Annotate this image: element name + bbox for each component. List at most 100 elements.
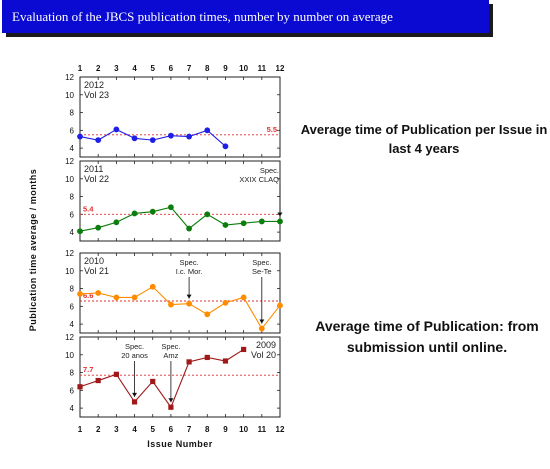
panel-volume-label: Vol 20 — [251, 350, 276, 360]
title-banner: Evaluation of the JBCS publication times… — [2, 0, 489, 33]
x-tick-label-bottom: 11 — [258, 425, 267, 434]
data-point — [95, 377, 101, 384]
data-point — [95, 224, 102, 231]
data-point — [204, 211, 211, 218]
x-tick-label-bottom: 10 — [239, 425, 248, 434]
data-point — [149, 137, 156, 144]
x-tick-label-bottom: 8 — [205, 425, 210, 434]
annotation-label: Se-Te — [252, 267, 272, 276]
page-title: Evaluation of the JBCS publication times… — [12, 9, 393, 24]
y-tick-label: 6 — [70, 386, 75, 395]
x-tick-label-bottom: 5 — [151, 425, 156, 434]
y-tick-label: 4 — [70, 228, 75, 237]
panel-volume-label: Vol 21 — [84, 266, 109, 276]
series-line — [79, 206, 280, 232]
average-label: 5.5 — [267, 125, 277, 134]
data-point — [222, 358, 229, 364]
annotation-label: Spec. — [252, 258, 271, 267]
data-point — [95, 137, 102, 144]
data-point — [186, 225, 192, 232]
x-tick-label-bottom: 2 — [96, 425, 101, 434]
annotation-label: 20 anos — [121, 351, 148, 360]
y-tick-label: 10 — [65, 91, 74, 100]
annotation-label: Spec. — [125, 342, 144, 351]
panel-volume-label: Vol 23 — [84, 90, 109, 100]
data-point — [113, 294, 120, 301]
x-tick-label-top: 5 — [151, 64, 156, 73]
y-tick-label: 12 — [65, 157, 74, 166]
data-point — [168, 204, 174, 211]
data-point — [131, 294, 138, 301]
data-point — [240, 294, 247, 301]
y-tick-label: 10 — [65, 351, 74, 360]
x-tick-label-top: 3 — [114, 64, 119, 73]
data-point — [77, 228, 83, 235]
x-tick-label-bottom: 1 — [78, 425, 83, 434]
x-tick-label-bottom: 4 — [132, 425, 137, 434]
x-tick-label-top: 12 — [276, 64, 285, 73]
data-point — [186, 359, 192, 365]
x-tick-label-top: 9 — [223, 64, 228, 73]
x-tick-label-top: 8 — [205, 64, 210, 73]
panel-year-label: 2010 — [84, 256, 104, 266]
x-tick-label-top: 6 — [169, 64, 174, 73]
data-point — [149, 283, 156, 290]
x-tick-label-top: 11 — [258, 64, 267, 73]
data-point — [168, 132, 174, 139]
series-line — [79, 286, 281, 330]
y-tick-label: 8 — [70, 285, 75, 294]
y-tick-label: 4 — [70, 144, 75, 153]
data-point — [186, 133, 192, 140]
y-tick-label: 8 — [70, 193, 75, 202]
average-label: 5.4 — [83, 204, 94, 213]
data-point — [168, 404, 174, 410]
data-point — [150, 378, 156, 385]
data-point — [258, 325, 265, 332]
y-axis-title: Publication time average / months — [28, 169, 38, 332]
data-point — [131, 210, 138, 217]
x-tick-label-top: 10 — [239, 64, 248, 73]
y-tick-label: 12 — [65, 73, 74, 82]
data-point — [113, 219, 120, 226]
y-tick-label: 8 — [70, 369, 75, 378]
panel-year-label: 2012 — [84, 80, 104, 90]
data-point — [77, 133, 83, 140]
y-tick-label: 6 — [70, 126, 75, 135]
data-point — [204, 127, 211, 134]
annotation-label: Spec. — [161, 342, 180, 351]
annotation-arrowhead — [259, 319, 265, 324]
panel-frame — [79, 76, 281, 158]
x-tick-label-bottom: 6 — [169, 425, 174, 434]
x-axis-title: Issue Number — [147, 439, 213, 449]
data-point — [222, 222, 229, 228]
panel-year-label: 2011 — [84, 164, 103, 174]
y-tick-label: 4 — [70, 320, 75, 329]
annotation-arrowhead — [132, 392, 138, 397]
data-point — [222, 299, 229, 306]
average-label: 7.7 — [83, 365, 93, 374]
note-submission-to-online: Average time of Publication: from submis… — [315, 318, 539, 355]
annotation-label: Spec. — [179, 258, 198, 267]
data-point — [186, 300, 192, 307]
y-tick-label: 12 — [65, 333, 74, 342]
data-point — [149, 208, 156, 215]
panel-frame — [79, 160, 281, 242]
y-tick-label: 4 — [70, 404, 75, 413]
panel-volume-label: Vol 22 — [84, 174, 109, 184]
data-point — [241, 346, 247, 353]
data-point — [277, 218, 283, 225]
annotation-label: XXIX CLAQ — [239, 175, 279, 184]
x-tick-label-top: 7 — [187, 64, 192, 73]
data-point — [131, 135, 138, 142]
x-tick-label-bottom: 12 — [276, 425, 285, 434]
data-point — [131, 399, 138, 405]
data-point — [204, 354, 210, 361]
y-tick-label: 12 — [65, 249, 74, 258]
x-tick-label-bottom: 9 — [223, 425, 228, 434]
y-tick-label: 6 — [70, 302, 75, 311]
annotation-label: Amz — [163, 351, 178, 360]
data-point — [95, 290, 102, 296]
average-label: 6.6 — [83, 291, 93, 300]
y-tick-label: 8 — [70, 109, 75, 118]
